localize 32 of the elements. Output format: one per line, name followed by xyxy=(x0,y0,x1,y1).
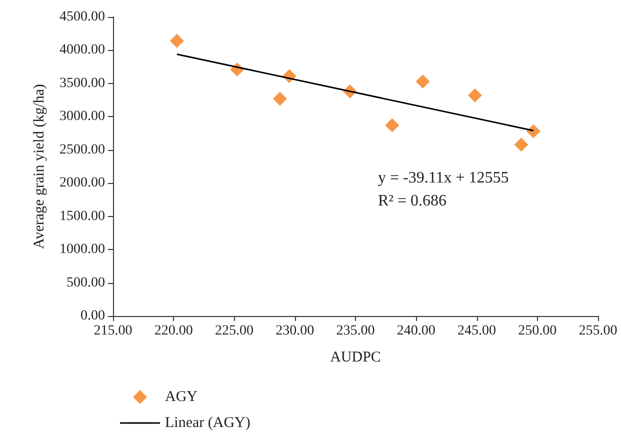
x-tick-label: 255.00 xyxy=(578,324,618,338)
x-tick-label: 225.00 xyxy=(215,324,254,338)
point xyxy=(385,118,400,132)
x-tick-label: 215.00 xyxy=(94,324,132,338)
x-tick-label: 235.00 xyxy=(336,324,375,338)
y-tick-label: 2500.00 xyxy=(60,142,105,158)
x-tick-label: 250.00 xyxy=(518,324,557,338)
y-tick-label: 4000.00 xyxy=(60,42,105,58)
point xyxy=(272,92,287,106)
x-tick-label: 220.00 xyxy=(154,324,193,338)
point xyxy=(170,34,184,48)
point xyxy=(526,124,540,138)
legend-label: Linear (AGY) xyxy=(165,415,250,431)
y-tick-label: 1500.00 xyxy=(60,208,105,224)
legend-label: AGY xyxy=(165,389,198,405)
y-tick-label: 4500.00 xyxy=(60,10,105,24)
y-axis-title: Average grain yield (kg/ha) xyxy=(32,84,48,250)
x-axis-title: AUDPC xyxy=(330,350,381,366)
point xyxy=(416,74,430,88)
annotation: y = -39.11x + 12555 xyxy=(378,170,509,186)
y-tick-label: 0.00 xyxy=(80,308,105,324)
point xyxy=(468,88,482,102)
annotation: R² = 0.686 xyxy=(378,192,446,210)
x-tick-label: 245.00 xyxy=(458,324,496,338)
point xyxy=(514,138,528,152)
x-tick-label: 230.00 xyxy=(276,324,314,338)
y-tick-label: 3500.00 xyxy=(60,76,105,91)
y-tick-label: 1000.00 xyxy=(60,242,105,258)
y-tick-label: 500.00 xyxy=(66,275,105,290)
y-tick-label: 3000.00 xyxy=(60,109,105,124)
y-tick-label: 2000.00 xyxy=(60,176,105,191)
x-tick-label: 240.00 xyxy=(396,324,436,338)
